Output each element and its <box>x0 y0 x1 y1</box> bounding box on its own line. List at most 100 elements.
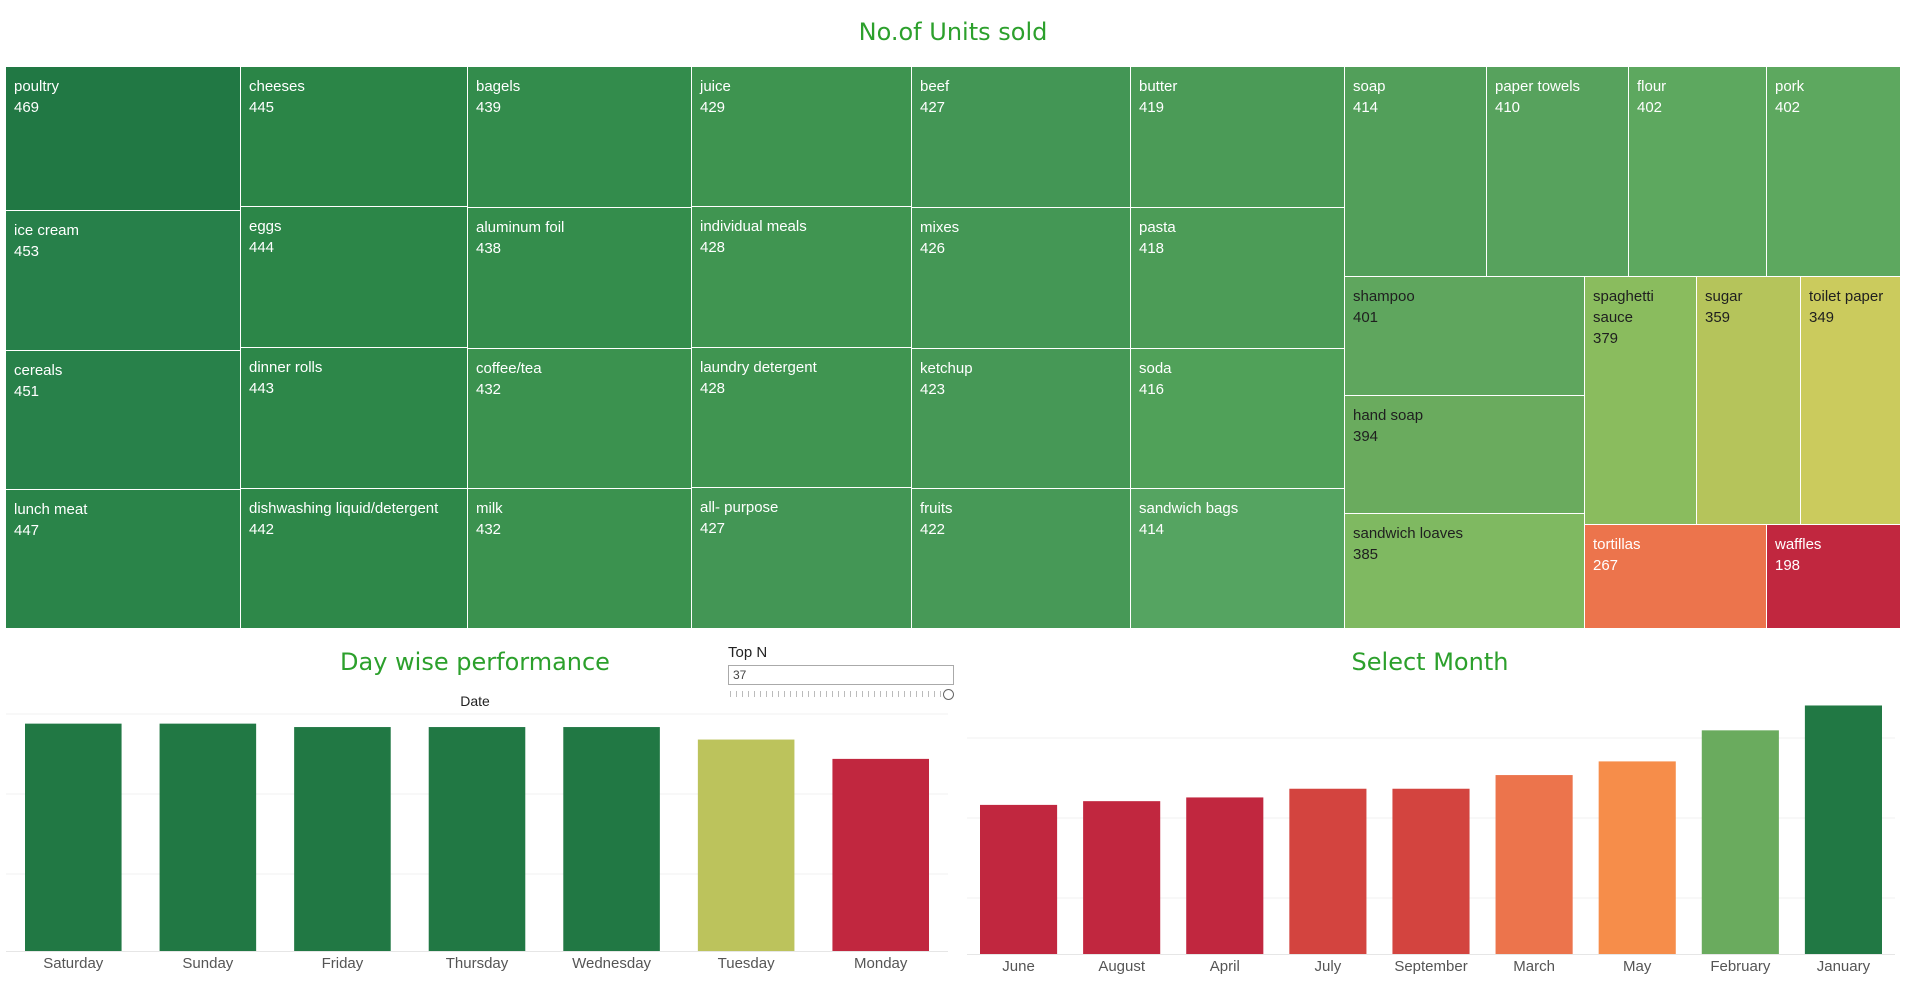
tile-value: 416 <box>1139 381 1165 398</box>
treemap-tile[interactable]: lunch meat 447 <box>6 490 241 629</box>
tile-value: 422 <box>920 521 946 538</box>
tile-value: 426 <box>920 240 946 257</box>
tile-value: 359 <box>1705 309 1731 326</box>
treemap-tile[interactable]: ketchup 423 <box>912 349 1131 489</box>
month-bar-chart[interactable]: June August April July September March May Febr… <box>960 700 1906 988</box>
bar[interactable] <box>1083 801 1161 954</box>
treemap-tile[interactable]: fruits 422 <box>912 489 1131 629</box>
category-label: Friday <box>322 955 364 972</box>
category-label: August <box>1098 958 1146 975</box>
treemap-tile[interactable]: cheeses 445 <box>241 67 468 207</box>
tile-value: 349 <box>1809 309 1835 326</box>
tile-value: 410 <box>1495 99 1521 116</box>
tile-label: pasta <box>1139 219 1176 236</box>
tile-value: 419 <box>1139 99 1165 116</box>
bar[interactable] <box>1186 797 1264 954</box>
category-label: Saturday <box>43 955 104 972</box>
tile-label: tortillas <box>1593 536 1641 553</box>
treemap-tile[interactable]: dinner rolls 443 <box>241 348 468 489</box>
bar[interactable] <box>25 723 122 951</box>
top-n-input[interactable] <box>728 665 954 685</box>
treemap-tile[interactable]: sandwich loaves 385 <box>1345 514 1585 629</box>
treemap-tile[interactable]: soap 414 <box>1345 67 1487 277</box>
bar[interactable] <box>980 804 1058 954</box>
tile-value: 432 <box>476 521 502 538</box>
tile-label: sandwich bags <box>1139 500 1239 517</box>
tile-label: soda <box>1139 360 1172 377</box>
tile-label: juice <box>700 78 731 95</box>
tile-label: toilet paper <box>1809 288 1884 305</box>
treemap-tile[interactable]: dishwashing liquid/detergent 442 <box>241 489 468 629</box>
treemap-tile[interactable]: toilet paper 349 <box>1801 277 1901 525</box>
category-label: Wednesday <box>572 955 651 972</box>
treemap-tile[interactable]: poultry 469 <box>6 67 241 211</box>
tile-label: spaghetti sauce <box>1593 288 1654 326</box>
treemap-tile[interactable]: butter 419 <box>1131 67 1345 208</box>
bar[interactable] <box>1289 788 1367 954</box>
treemap-tile[interactable]: shampoo 401 <box>1345 277 1585 396</box>
treemap-tile[interactable]: sandwich bags 414 <box>1131 489 1345 629</box>
bar[interactable] <box>1495 775 1573 954</box>
treemap-tile[interactable]: ice cream 453 <box>6 211 241 351</box>
treemap-tile[interactable]: aluminum foil 438 <box>468 208 692 349</box>
tile-value: 429 <box>700 99 726 116</box>
bar[interactable] <box>159 723 257 951</box>
tile-label: beef <box>920 78 950 95</box>
treemap-tile[interactable]: pork 402 <box>1767 67 1901 277</box>
tile-label: sandwich loaves <box>1353 525 1464 542</box>
treemap-tile[interactable]: juice 429 <box>692 67 912 207</box>
treemap-tile[interactable]: spaghetti sauce 379 <box>1585 277 1697 525</box>
tile-value: 445 <box>249 99 275 116</box>
category-label: May <box>1623 958 1652 975</box>
treemap-tile[interactable]: bagels 439 <box>468 67 692 208</box>
treemap-tile[interactable]: cereals 451 <box>6 351 241 490</box>
bar[interactable] <box>428 727 526 951</box>
tile-label: soap <box>1353 78 1386 95</box>
bar[interactable] <box>697 739 795 951</box>
treemap-tile[interactable]: mixes 426 <box>912 208 1131 349</box>
bar[interactable] <box>1598 761 1676 954</box>
units-sold-treemap[interactable]: poultry 469 cheeses 445 bagels 439 juice 429 bee… <box>6 67 1901 629</box>
treemap-tile[interactable]: laundry detergent 428 <box>692 348 912 488</box>
treemap-tile[interactable]: coffee/tea 432 <box>468 349 692 489</box>
treemap-tile[interactable]: individual meals 428 <box>692 207 912 348</box>
bar[interactable] <box>1392 788 1470 954</box>
treemap-tile[interactable]: soda 416 <box>1131 349 1345 489</box>
month-chart-title: Select Month <box>1351 648 1509 676</box>
bar[interactable] <box>1701 730 1779 954</box>
bar[interactable] <box>563 727 660 951</box>
treemap-tile[interactable]: paper towels 410 <box>1487 67 1629 277</box>
treemap-tile[interactable]: tortillas 267 <box>1585 525 1767 629</box>
day-wise-bar-chart[interactable]: Saturday Sunday Friday Thursday Wednesday Tue… <box>0 705 960 988</box>
treemap-tile[interactable]: flour 402 <box>1629 67 1767 277</box>
tile-value: 402 <box>1637 99 1663 116</box>
bar[interactable] <box>294 727 391 951</box>
tile-value: 385 <box>1353 546 1379 563</box>
bar[interactable] <box>832 758 929 951</box>
tile-label: aluminum foil <box>476 219 565 236</box>
tile-value: 379 <box>1593 330 1619 347</box>
bar[interactable] <box>1804 705 1882 954</box>
top-n-filter[interactable]: Top N <box>728 644 954 701</box>
treemap-tile[interactable]: all- purpose 427 <box>692 488 912 629</box>
tile-value: 438 <box>476 240 502 257</box>
tile-value: 439 <box>476 99 502 116</box>
top-n-slider-handle[interactable] <box>943 689 954 700</box>
treemap-tile[interactable]: beef 427 <box>912 67 1131 208</box>
treemap-tile[interactable]: milk 432 <box>468 489 692 629</box>
tile-label: pork <box>1775 78 1805 95</box>
tile-value: 451 <box>14 383 40 400</box>
day-chart-axis-title: Date <box>460 693 490 709</box>
treemap-tile[interactable]: sugar 359 <box>1697 277 1801 525</box>
tile-value: 443 <box>249 380 275 397</box>
treemap-tile[interactable]: pasta 418 <box>1131 208 1345 349</box>
top-n-label: Top N <box>728 644 768 661</box>
category-label: January <box>1817 958 1871 975</box>
category-label: March <box>1513 958 1555 975</box>
treemap-tile[interactable]: waffles 198 <box>1767 525 1901 629</box>
treemap-tile[interactable]: hand soap 394 <box>1345 396 1585 514</box>
treemap-tile[interactable]: eggs 444 <box>241 207 468 348</box>
tile-label: shampoo <box>1353 288 1415 305</box>
category-label: Monday <box>854 955 908 972</box>
top-n-slider[interactable] <box>728 689 954 701</box>
